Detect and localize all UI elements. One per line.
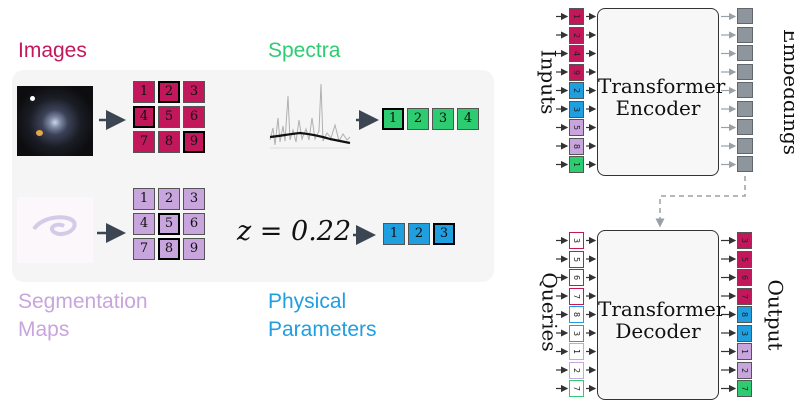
spectra-token: 4 <box>457 108 479 130</box>
spectra-token: 1 <box>382 108 404 130</box>
redshift-equation: z = 0.22 <box>237 216 352 247</box>
output-token: 5 <box>737 250 752 268</box>
images-title: Images <box>18 39 87 62</box>
segmentation-patch-token: 5 <box>158 213 180 235</box>
segmentation-image <box>17 197 93 263</box>
param-token: 1 <box>383 223 405 245</box>
encoder-title-line1: Transformer <box>598 74 726 98</box>
star-point <box>30 96 35 101</box>
query-token: 3 <box>569 324 584 342</box>
encoder-title-line2: Encoder <box>615 96 701 120</box>
image-patch-token: 6 <box>183 106 205 128</box>
embedding-vector <box>737 100 753 117</box>
segmentation-patch-token: 8 <box>158 238 180 260</box>
output-token: 7 <box>737 380 752 397</box>
input-token: 9 <box>569 63 584 81</box>
param-token: 2 <box>408 223 430 245</box>
star-point-orange <box>36 130 43 136</box>
output-token: 3 <box>737 232 752 249</box>
input-token: 8 <box>569 137 584 155</box>
embedding-vector <box>737 156 753 172</box>
input-token: 2 <box>569 26 584 44</box>
physical-title-line2: Parameters <box>268 318 377 341</box>
query-token: 3 <box>569 232 584 249</box>
embedding-vector <box>737 82 753 98</box>
decoder-title-line1: Transformer <box>598 297 726 321</box>
physical-title-line1: Physical <box>268 290 347 313</box>
segmentation-patch-token: 6 <box>183 213 205 235</box>
query-token: 6 <box>569 269 584 286</box>
spectra-token: 3 <box>432 108 454 130</box>
segmentation-patch-token: 9 <box>183 238 205 260</box>
query-token: 2 <box>569 361 584 379</box>
image-patch-token: 9 <box>183 131 205 153</box>
output-token: 1 <box>737 343 752 360</box>
output-token: 8 <box>737 306 752 323</box>
galaxy-image <box>17 86 93 156</box>
embeddings-column <box>737 8 753 178</box>
query-token: 1 <box>569 343 584 360</box>
spectra-title: Spectra <box>268 39 341 62</box>
query-token: 7 <box>569 380 584 397</box>
query-token: 5 <box>569 250 584 268</box>
decoder-title-line2: Decoder <box>615 319 701 343</box>
input-token: 1 <box>569 8 584 25</box>
embedding-vector <box>737 137 753 154</box>
input-token: 5 <box>569 119 584 136</box>
segmentation-patch-token: 2 <box>158 188 180 210</box>
input-token: 3 <box>569 100 584 118</box>
input-token: 4 <box>569 45 584 62</box>
segmentation-patch-token: 4 <box>133 213 155 235</box>
segmentation-title-line1: Segmentation <box>18 290 148 313</box>
transformer-encoder-box: Transformer Encoder <box>597 8 726 176</box>
segmentation-patch-token: 1 <box>133 188 155 210</box>
embedding-vector <box>737 8 753 24</box>
segmentation-title-line2: Maps <box>18 318 70 341</box>
output-token: 2 <box>737 361 752 379</box>
embedding-vector <box>737 26 753 43</box>
output-token: 3 <box>737 324 752 342</box>
image-patch-token: 1 <box>133 81 155 103</box>
param-token: 3 <box>433 223 455 245</box>
image-patch-token: 2 <box>158 81 180 103</box>
output-token: 7 <box>737 287 752 305</box>
input-token: 1 <box>569 156 584 173</box>
embedding-vector <box>737 119 753 135</box>
transformer-decoder-box: Transformer Decoder <box>597 230 726 400</box>
spectra-token: 2 <box>407 108 429 130</box>
image-patch-token: 4 <box>133 106 155 128</box>
input-token: 2 <box>569 82 584 99</box>
image-patch-token: 8 <box>158 131 180 153</box>
segmentation-patch-token: 3 <box>183 188 205 210</box>
query-token: 8 <box>569 306 584 323</box>
embedding-vector <box>737 45 753 61</box>
segmentation-patch-token: 7 <box>133 238 155 260</box>
image-patch-token: 5 <box>158 106 180 128</box>
image-patch-token: 7 <box>133 131 155 153</box>
output-token: 6 <box>737 269 752 286</box>
image-patch-token: 3 <box>183 81 205 103</box>
query-token: 7 <box>569 287 584 305</box>
embedding-vector <box>737 63 753 80</box>
